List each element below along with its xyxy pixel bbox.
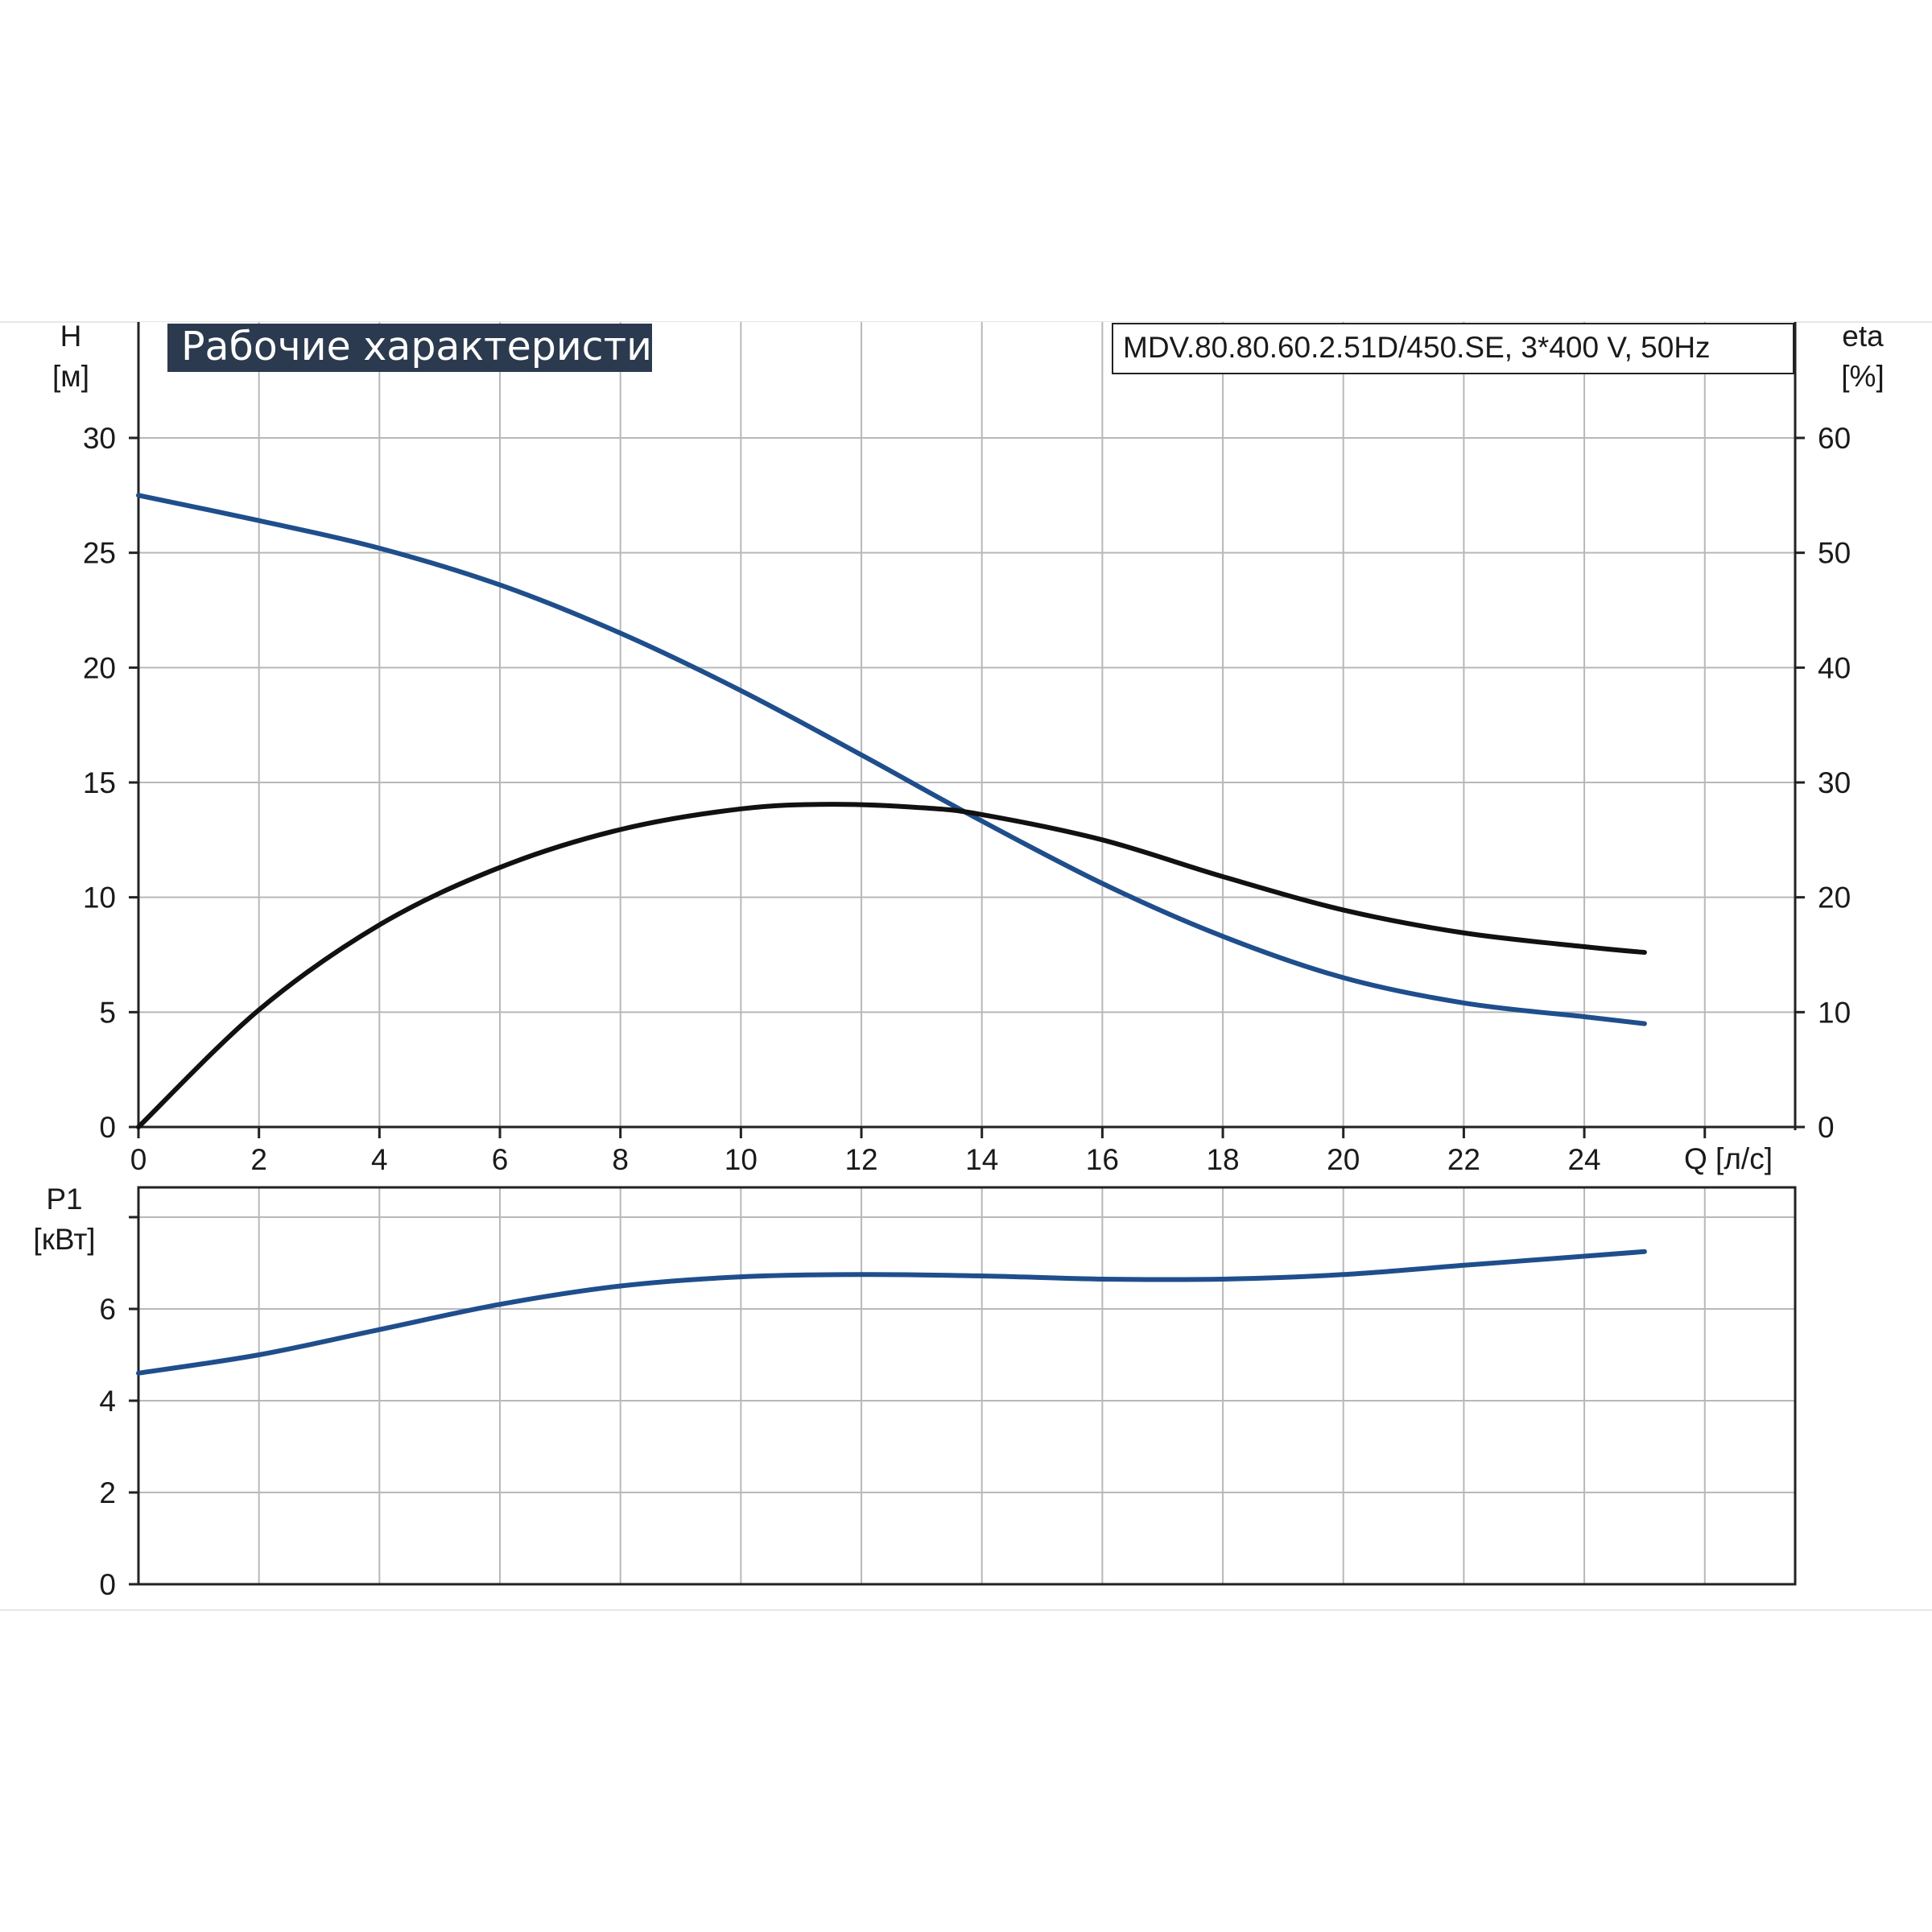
y2-tick-label: 0 — [1818, 1111, 1835, 1144]
model-box — [1112, 323, 1794, 374]
y2-tick-label: 60 — [1818, 422, 1851, 455]
x-tick-label: 16 — [1086, 1143, 1119, 1176]
y2-tick-label: 40 — [1818, 651, 1851, 684]
x-tick-label: 18 — [1206, 1143, 1239, 1176]
power-y-tick-label: 2 — [99, 1476, 116, 1509]
y-tick-label: 0 — [99, 1111, 116, 1144]
y2-tick-label: 50 — [1818, 537, 1851, 570]
x-tick-label: 6 — [492, 1143, 509, 1176]
y2-axis-name: eta — [1842, 320, 1884, 353]
y2-axis-unit: [%] — [1841, 360, 1884, 393]
x-tick-label: 22 — [1447, 1143, 1480, 1176]
chart-title: Рабочие характеристики — [181, 324, 701, 369]
power-y-tick-label: 4 — [99, 1385, 116, 1418]
x-tick-label: 12 — [844, 1143, 877, 1176]
x-tick-label: 2 — [250, 1143, 267, 1176]
x-tick-label: 14 — [965, 1143, 998, 1176]
power-curve — [136, 1249, 1647, 1376]
efficiency-curve — [136, 802, 1647, 1129]
chart-subtitle: MDV.80.80.60.2.51D/450.SE, 3*400 V, 50Hz — [1123, 331, 1711, 364]
y2-tick-label: 30 — [1818, 766, 1851, 799]
y2-tick-label: 10 — [1818, 996, 1851, 1029]
power-y-tick-label: 6 — [99, 1293, 116, 1326]
power-axes: 0 2 4 6 — [99, 1186, 1797, 1601]
y-axis-unit: [м] — [52, 360, 89, 393]
x-tick-label: 8 — [612, 1143, 629, 1176]
y-tick-label: 10 — [83, 881, 116, 914]
y-tick-label: 30 — [83, 422, 116, 455]
x-tick-label: 20 — [1327, 1143, 1360, 1176]
y-tick-label: 20 — [83, 651, 116, 684]
power-axis-unit: [кВт] — [33, 1223, 95, 1256]
x-tick-label: 24 — [1567, 1143, 1600, 1176]
main-grid — [138, 322, 1795, 1127]
x-tick-label: 4 — [371, 1143, 388, 1176]
x-tick-label: 0 — [130, 1143, 147, 1176]
power-plot-frame — [137, 1186, 1797, 1586]
y-axis-name: H — [60, 320, 82, 353]
main-series — [136, 493, 1647, 1129]
power-grid — [138, 1187, 1795, 1584]
power-axis-name: P1 — [46, 1183, 82, 1216]
power-series — [136, 1249, 1647, 1376]
y-tick-label: 25 — [83, 537, 116, 570]
main-plot-frame — [138, 322, 1795, 1127]
head-curve — [136, 493, 1647, 1026]
power-plot: 0 2 4 6 P1 [кВт] — [33, 1183, 1797, 1601]
title-banner — [167, 324, 652, 372]
power-y-tick-label: 0 — [99, 1568, 116, 1601]
x-tick-label: 10 — [724, 1143, 758, 1176]
y-tick-label: 15 — [83, 766, 116, 799]
x-axis-label: Q [л/с] — [1684, 1142, 1773, 1175]
y-tick-label: 5 — [99, 996, 116, 1029]
y2-tick-label: 20 — [1818, 881, 1851, 914]
